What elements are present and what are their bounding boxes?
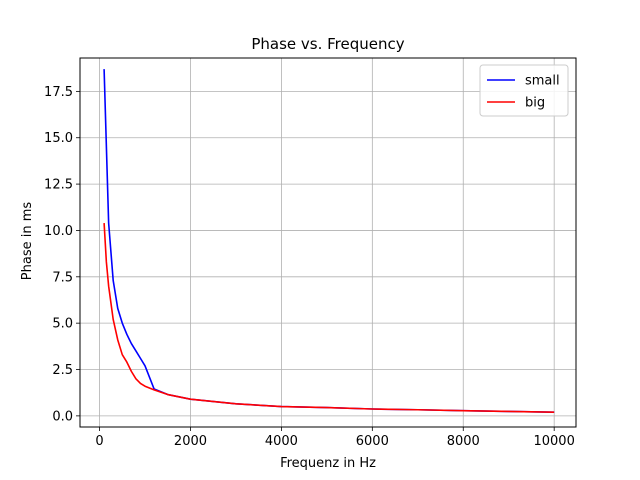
x-tick-label: 8000 xyxy=(447,434,480,449)
y-tick-label: 7.5 xyxy=(52,270,73,285)
x-tick-label: 2000 xyxy=(174,434,207,449)
x-tick-label: 0 xyxy=(95,434,103,449)
x-tick-label: 10000 xyxy=(533,434,574,449)
y-tick-label: 15.0 xyxy=(44,131,73,146)
y-tick-label: 2.5 xyxy=(52,363,73,378)
legend-box xyxy=(479,64,569,117)
legend-label-small: small xyxy=(525,74,560,89)
legend: small big xyxy=(479,64,569,117)
y-tick-label: 17.5 xyxy=(44,85,73,100)
legend-label-big: big xyxy=(525,96,545,111)
y-tick-label: 10.0 xyxy=(44,224,73,239)
plot-frame xyxy=(79,57,577,428)
series-line-small xyxy=(103,69,555,413)
chart-title: Phase vs. Frequency xyxy=(251,35,404,53)
x-tick-label: 6000 xyxy=(356,434,389,449)
axis-ticks: 0 2000 4000 6000 8000 10000 0.0 2.5 5.0 7.5 10.0 12… xyxy=(44,85,575,449)
y-tick-label: 0.0 xyxy=(52,409,73,424)
y-tick-label: 5.0 xyxy=(52,317,73,332)
y-axis-label: Phase in ms xyxy=(20,202,35,281)
x-tick-label: 4000 xyxy=(265,434,298,449)
y-tick-label: 12.5 xyxy=(44,178,73,193)
x-axis-label: Frequenz in Hz xyxy=(280,456,376,471)
plot-lines xyxy=(103,69,555,413)
series-line-big xyxy=(103,222,555,413)
